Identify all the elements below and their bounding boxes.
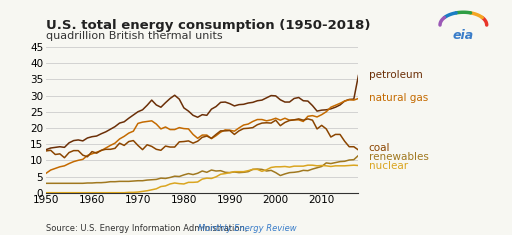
Text: Source: U.S. Energy Information Administration,: Source: U.S. Energy Information Administ…	[46, 224, 250, 233]
Text: natural gas: natural gas	[369, 94, 428, 103]
Text: renewables: renewables	[369, 152, 429, 162]
Text: petroleum: petroleum	[369, 70, 422, 81]
Text: coal: coal	[369, 143, 390, 153]
Text: nuclear: nuclear	[369, 161, 408, 171]
Text: U.S. total energy consumption (1950-2018): U.S. total energy consumption (1950-2018…	[46, 19, 371, 32]
Text: eia: eia	[453, 29, 474, 42]
Text: Monthly Energy Review: Monthly Energy Review	[199, 224, 297, 233]
Text: quadrillion British thermal units: quadrillion British thermal units	[46, 31, 223, 41]
